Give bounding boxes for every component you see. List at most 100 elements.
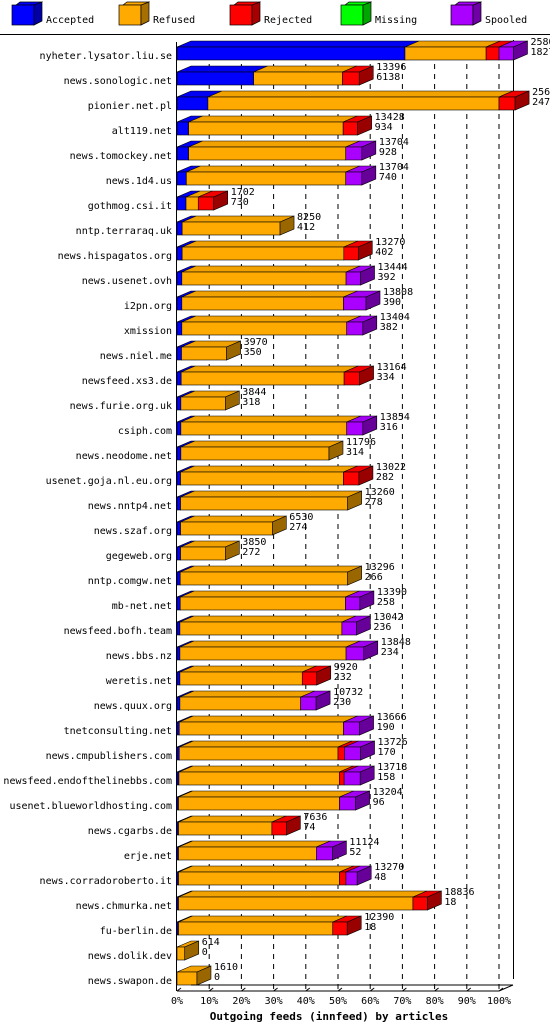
bar-segment-spooled-side [356,615,371,636]
bar-segment-refused [181,271,347,286]
bar-segment-rejected [342,121,358,136]
bar-total-label: 13260 [365,487,395,498]
bar-segment-rejected-side [357,240,373,261]
category-label: news.hispagatos.org [58,251,172,262]
bar-accepted-label: 48 [374,872,386,883]
x-tick-label: 60% [361,996,379,1007]
bar-segment-refused [181,321,347,336]
x-tick-mark [305,987,311,992]
bar-segment-refused [178,771,340,786]
bar-total-label: 3850 [242,537,266,548]
category-label: nyheter.lysator.liu.se [40,51,172,62]
bar-segment-refused [180,521,273,536]
bar-segment-refused-top [182,240,358,248]
bar-segment-refused-side [225,540,240,561]
bar-accepted-label: 412 [297,222,315,233]
bar-segment-accepted [176,71,254,86]
bar-segment-refused-top [178,840,331,848]
bar-segment-rejected [337,746,345,761]
category-label: news.nntp4.net [88,501,172,512]
legend-label-rejected: Rejected [264,15,312,26]
bar-segment-spooled-side [513,40,528,61]
bar-segment-refused-top [181,365,359,373]
bar-segment-accepted [176,271,183,286]
bar-segment-refused [185,196,199,211]
bar-segment-refused-top [178,790,354,798]
bars: nyheter.lysator.liu.se2580618272news.son… [3,37,550,987]
bar-segment-accepted [176,646,181,661]
bar-segment-rejected-side [358,465,374,486]
x-tick-label: 90% [458,996,476,1007]
bar-segment-rejected-side [316,665,332,686]
category-label: news.1d4.us [106,176,172,187]
bar-segment-refused [178,896,414,911]
bar-segment-refused-top [188,115,358,123]
bar-segment-accepted [176,321,183,336]
bar-segment-refused [181,221,281,236]
bar-segment-accepted [176,371,182,386]
legend-label-accepted: Accepted [46,15,94,26]
bar-segment-rejected [342,71,360,86]
x-axis: 0% 10% 20% 30% 40% 50% 60% 70% 80% 90% 100% [171,984,514,1007]
x-tick-mark [337,987,343,992]
bar-segment-refused-top [186,165,360,173]
bar-segment-refused-top [179,665,317,673]
category-label: news.tomockey.net [70,151,172,162]
bar-segment-refused [181,346,227,361]
bar-total-label: 25806 [530,37,550,48]
legend-swatch-accepted [11,4,35,26]
x-tick-label: 0% [171,996,183,1007]
bar-segment-accepted [176,396,182,411]
category-label: news.szaf.org [94,526,172,537]
bar-segment-refused-top [253,65,357,73]
bar-segment-refused [180,396,226,411]
bar-segment-refused-top [404,40,501,48]
x-tick-label: 20% [232,996,250,1007]
bar-total-label: 13164 [377,362,407,373]
bar-segment-spooled [345,146,363,161]
category-label: news.cmpublishers.com [46,751,172,762]
bar-segment-refused [179,646,347,661]
bar-segment-rejected-side [514,90,530,111]
bar-accepted-label: 350 [244,347,262,358]
bar-segment-accepted [176,421,182,436]
x-tick-label: 100% [487,996,511,1007]
legend-swatch-missing [340,4,364,26]
bar-total-label: 13704 [379,162,409,173]
bar-total-label: 13808 [383,287,413,298]
bar-segment-refused [178,746,339,761]
bar-accepted-label: 314 [346,447,364,458]
bar-total-label: 13726 [378,737,408,748]
bar-segment-spooled-side [365,290,381,311]
bar-accepted-label: 232 [334,672,352,683]
bar-total-label: 10732 [333,687,363,698]
bar-segment-accepted-top [176,65,268,73]
bar-segment-accepted [176,521,181,536]
bar-total-label: 6530 [289,512,313,523]
bar-segment-spooled [346,321,364,336]
bar-accepted-label: 158 [377,772,395,783]
bar-segment-rejected [485,46,500,61]
bar-segment-refused-top [179,690,315,698]
category-label: usenet.blueworldhosting.com [9,801,172,812]
bar-total-label: 13404 [380,312,410,323]
bar-segment-spooled [345,171,363,186]
x-tick-mark [176,987,182,992]
bar-segment-refused [253,71,343,86]
bar-segment-refused-side [347,565,362,586]
bar-total-label: 3844 [242,387,266,398]
